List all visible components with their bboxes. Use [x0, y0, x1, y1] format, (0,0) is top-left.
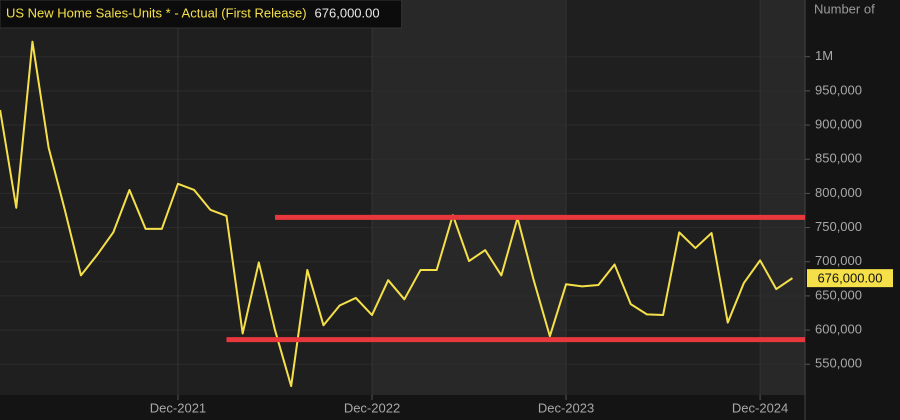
- y-tick-label: 750,000: [815, 219, 862, 234]
- y-tick-label: 950,000: [815, 82, 862, 97]
- y-tick-label: 550,000: [815, 356, 862, 371]
- y-tick-label: 800,000: [815, 185, 862, 200]
- legend-value: 676,000.00: [315, 5, 380, 20]
- y-axis-label: Number of: [814, 1, 875, 16]
- legend-title: US New Home Sales-Units * - Actual (Firs…: [6, 5, 307, 20]
- y-tick-label: 850,000: [815, 151, 862, 166]
- last-value-label: 676,000.00: [817, 271, 882, 286]
- axis-background: [805, 0, 900, 420]
- x-tick-label: Dec-2024: [732, 400, 788, 415]
- year-band: [760, 0, 805, 395]
- last-value-box: [807, 269, 893, 288]
- x-tick-label: Dec-2022: [344, 400, 400, 415]
- x-tick-label: Dec-2023: [538, 400, 594, 415]
- legend-box: [0, 0, 403, 29]
- x-axis-background: [0, 395, 805, 420]
- y-tick-label: 600,000: [815, 322, 862, 337]
- x-tick-label: Dec-2021: [150, 400, 206, 415]
- y-tick-label: 900,000: [815, 116, 862, 131]
- y-tick-label: 1M: [815, 48, 833, 63]
- y-tick-label: 650,000: [815, 287, 862, 302]
- legend: US New Home Sales-Units * - Actual (Firs…: [0, 0, 403, 29]
- year-band: [372, 0, 567, 395]
- series-line: [0, 40, 793, 388]
- y-tick-label: 700,000: [815, 253, 862, 268]
